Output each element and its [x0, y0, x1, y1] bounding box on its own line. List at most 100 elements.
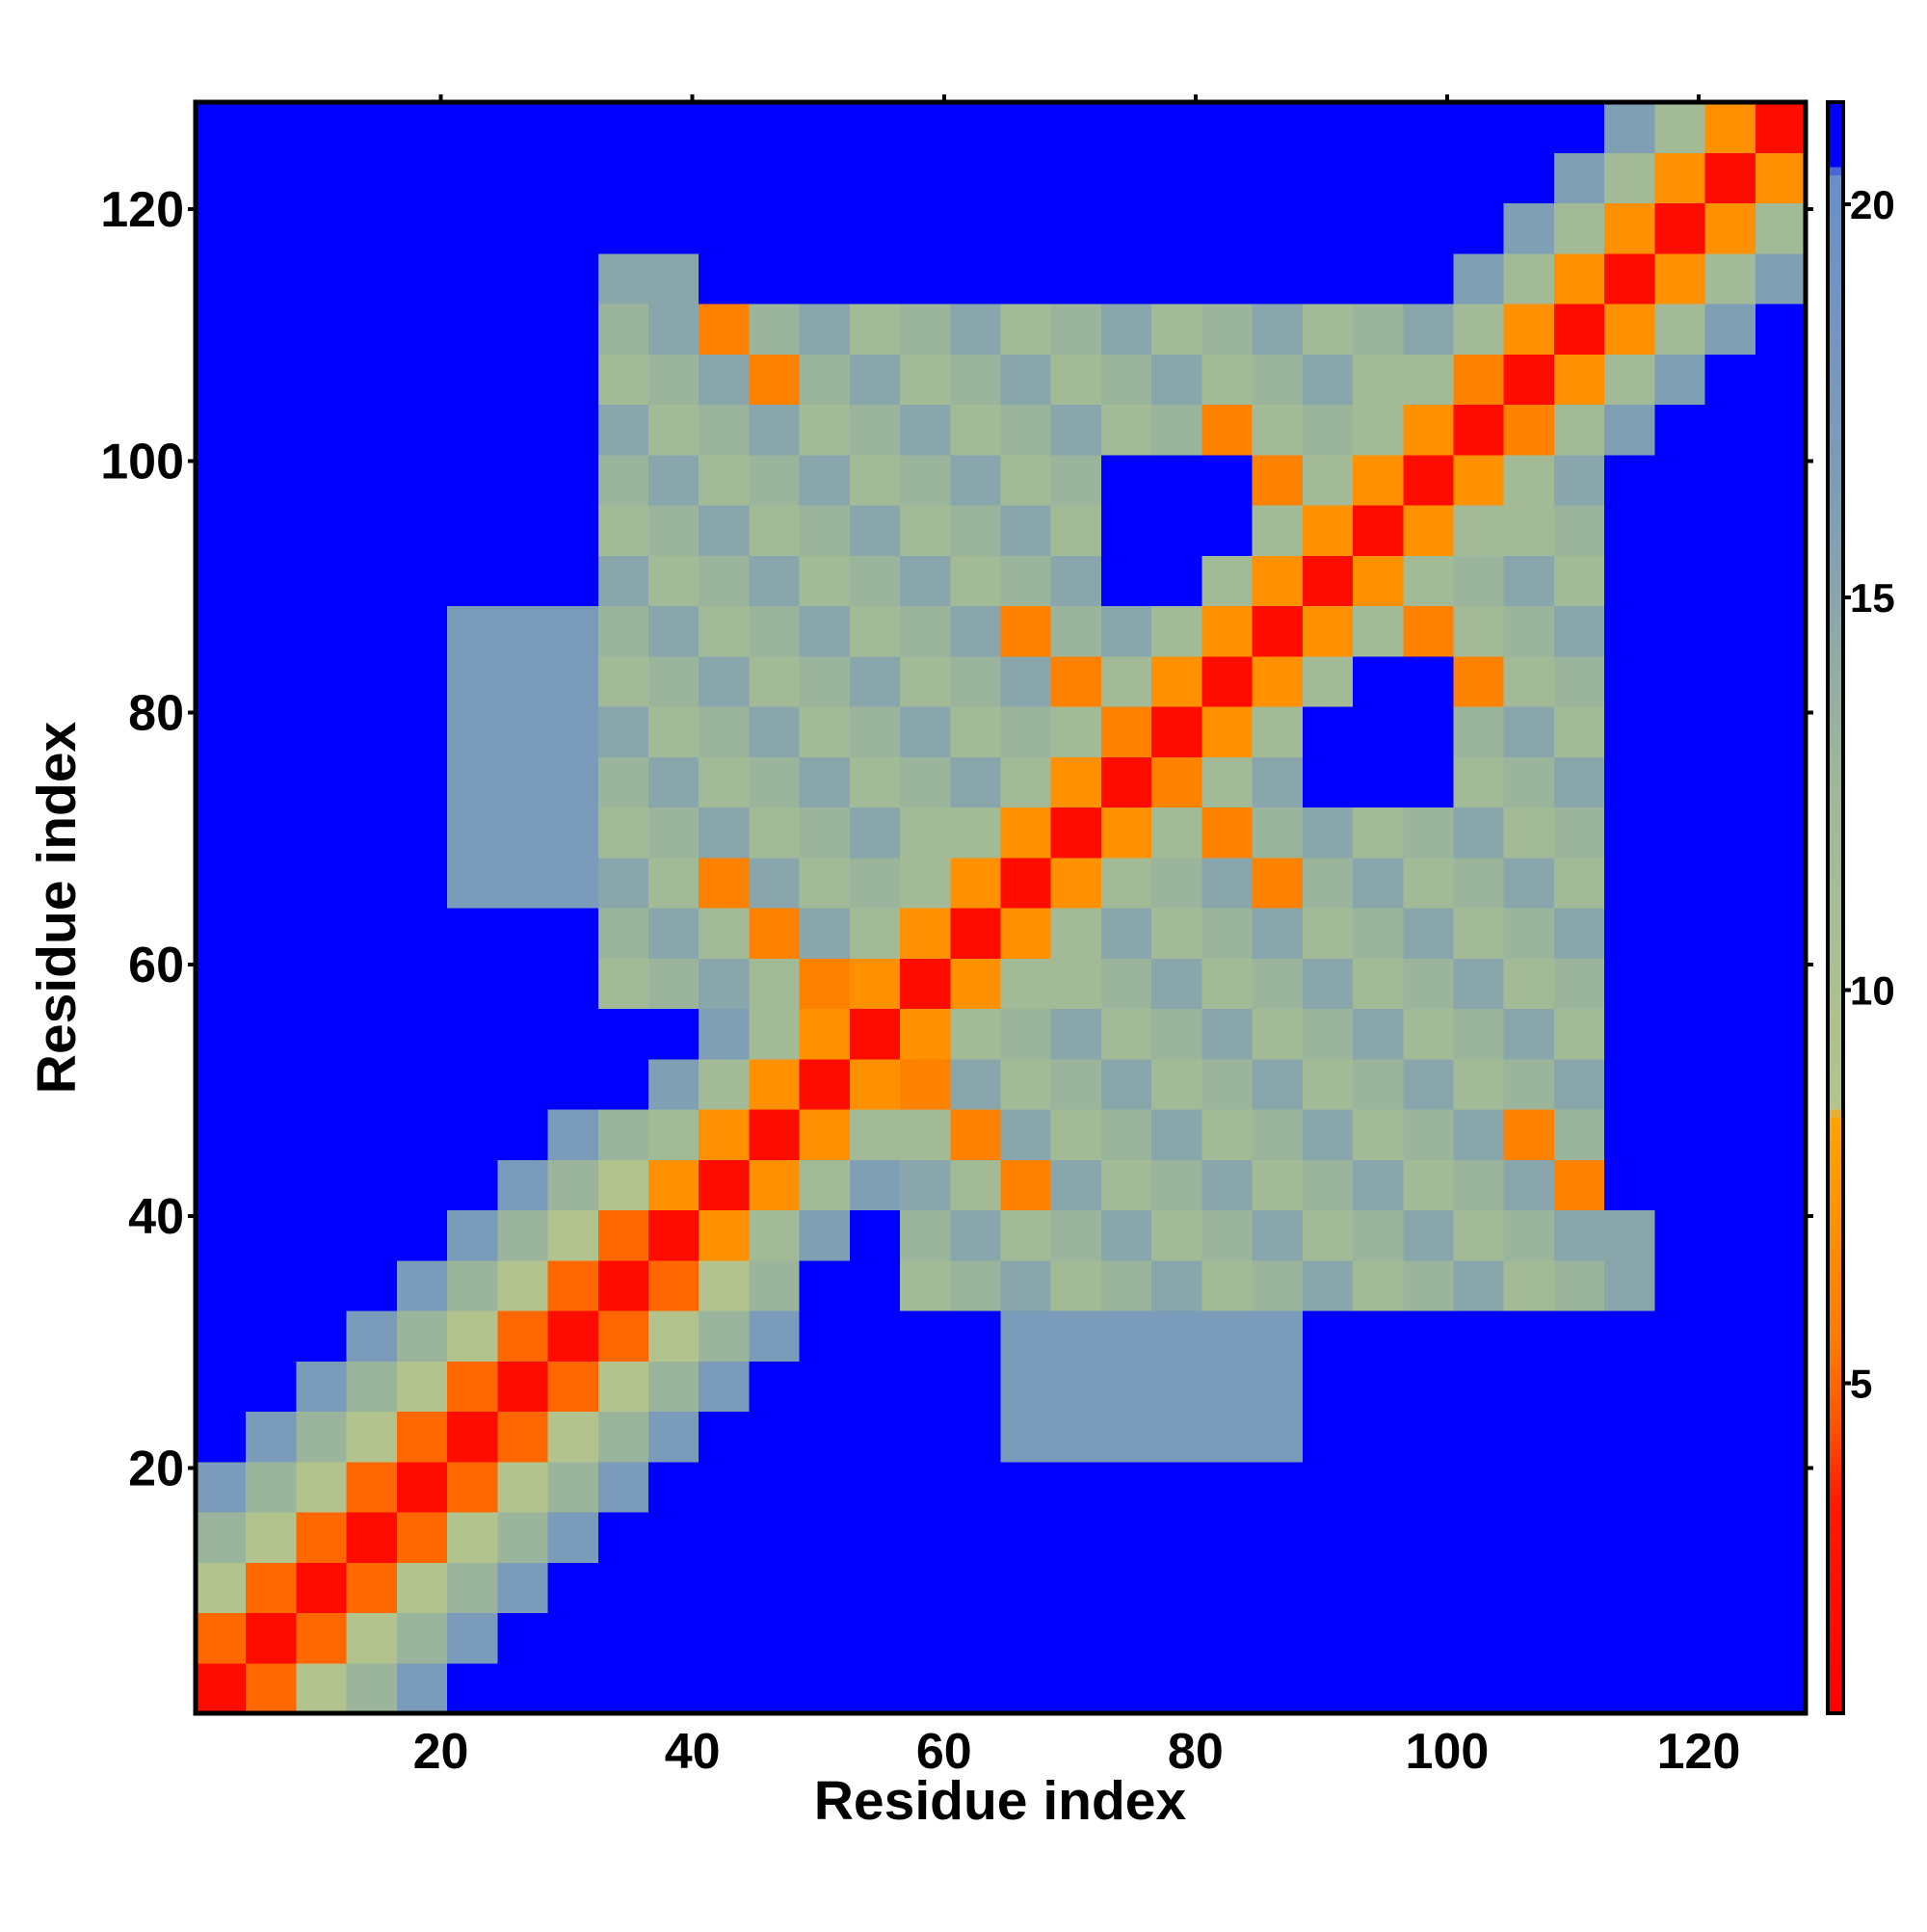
heatmap-cell [1453, 1562, 1505, 1614]
heatmap-cell [1654, 1159, 1706, 1211]
heatmap-cell [849, 505, 901, 556]
heatmap-cell [1453, 505, 1505, 556]
heatmap-cell [647, 202, 700, 254]
heatmap-cell [1553, 1612, 1605, 1664]
heatmap-cell [799, 1008, 851, 1060]
colorbar-band [1828, 915, 1843, 925]
heatmap-cell [647, 706, 700, 757]
heatmap-cell [647, 252, 700, 304]
colorbar-band [1828, 859, 1843, 868]
heatmap-cell [1151, 655, 1202, 707]
heatmap-cell [1353, 908, 1404, 959]
heatmap-cell [749, 152, 801, 204]
colorbar-band [1828, 561, 1843, 570]
heatmap-cell [396, 1361, 448, 1413]
heatmap-cell [447, 555, 498, 607]
heatmap-cell [1201, 252, 1254, 304]
heatmap-cell [950, 605, 1002, 657]
heatmap-cell [950, 354, 1002, 406]
colorbar-band [1828, 198, 1843, 208]
heatmap-cell [396, 102, 448, 153]
heatmap-cell [1050, 1662, 1102, 1714]
colorbar-band [1828, 1649, 1843, 1658]
colorbar-band [1828, 971, 1843, 981]
heatmap-cell [1201, 605, 1254, 657]
heatmap-cell [1453, 1008, 1505, 1060]
heatmap-cell [1201, 1310, 1254, 1362]
heatmap-cell [497, 1461, 549, 1513]
heatmap-cell [950, 756, 1002, 808]
heatmap-cell [1353, 505, 1404, 556]
heatmap-cell [1403, 1109, 1455, 1160]
heatmap-cell [1302, 655, 1354, 707]
heatmap-cell [1353, 1461, 1404, 1513]
colorbar-band [1828, 513, 1843, 522]
heatmap-cell [296, 354, 348, 406]
heatmap-cell [597, 655, 649, 707]
heatmap-cell [547, 958, 599, 1010]
heatmap-cell [1252, 1411, 1304, 1463]
heatmap-cell [900, 1662, 951, 1714]
heatmap-cell [1604, 505, 1655, 556]
colorbar-band [1828, 1415, 1843, 1424]
heatmap-cell [1704, 1562, 1756, 1614]
colorbar-band [1828, 649, 1843, 659]
heatmap-cell [1654, 706, 1706, 757]
heatmap-cell [1302, 1361, 1354, 1413]
colorbar-band [1828, 738, 1843, 748]
heatmap-cell [196, 1159, 247, 1211]
heatmap-cell [1151, 807, 1202, 859]
colorbar-band [1828, 174, 1843, 184]
heatmap-cell [196, 908, 247, 959]
heatmap-cell [1604, 252, 1655, 304]
colorbar-band [1828, 1520, 1843, 1529]
heatmap-cell [396, 1109, 448, 1160]
heatmap-cell [1503, 605, 1555, 657]
heatmap-cell [396, 1008, 448, 1060]
heatmap-cell [547, 655, 599, 707]
heatmap-cell [900, 505, 951, 556]
colorbar-band [1828, 1544, 1843, 1553]
heatmap-cell [246, 1259, 298, 1311]
colorbar-band [1828, 1664, 1843, 1674]
heatmap-cell [1604, 1662, 1655, 1714]
colorbar-band [1828, 995, 1843, 1005]
heatmap-cell [196, 1209, 247, 1261]
heatmap-cell [1503, 1259, 1555, 1311]
heatmap-cell [1050, 354, 1102, 406]
heatmap-cell [1604, 1612, 1655, 1664]
heatmap-cell [597, 454, 649, 506]
heatmap-cell [1403, 404, 1455, 456]
heatmap-cell [1755, 454, 1807, 506]
heatmap-cell [900, 404, 951, 456]
heatmap-cell [1453, 354, 1505, 406]
heatmap-cell [1453, 1310, 1505, 1362]
heatmap-cell [1704, 454, 1756, 506]
heatmap-cell [1151, 152, 1202, 204]
heatmap-cell [1252, 202, 1304, 254]
heatmap-cell [497, 1109, 549, 1160]
colorbar-band [1828, 1141, 1843, 1151]
heatmap-cell [699, 202, 751, 254]
heatmap-cell [1000, 252, 1052, 304]
heatmap-cell [1553, 1361, 1605, 1413]
heatmap-cell [1050, 404, 1102, 456]
heatmap-cell [1654, 252, 1706, 304]
heatmap-cell [1604, 1361, 1655, 1413]
heatmap-cell [1654, 1512, 1706, 1563]
heatmap-cell [1654, 1209, 1706, 1261]
heatmap-cell [396, 1310, 448, 1362]
heatmap-cell [296, 1361, 348, 1413]
heatmap-cell [1654, 1109, 1706, 1160]
heatmap-cell [1704, 655, 1756, 707]
heatmap-cell [1302, 1612, 1354, 1664]
heatmap-cell [1000, 354, 1052, 406]
heatmap-cell [1704, 102, 1756, 153]
heatmap-cell [749, 756, 801, 808]
heatmap-cell [1604, 555, 1655, 607]
heatmap-cell [900, 1310, 951, 1362]
colorbar-band [1828, 215, 1843, 224]
heatmap-cell [647, 807, 700, 859]
heatmap-cell [1201, 102, 1254, 153]
heatmap-cell [246, 454, 298, 506]
